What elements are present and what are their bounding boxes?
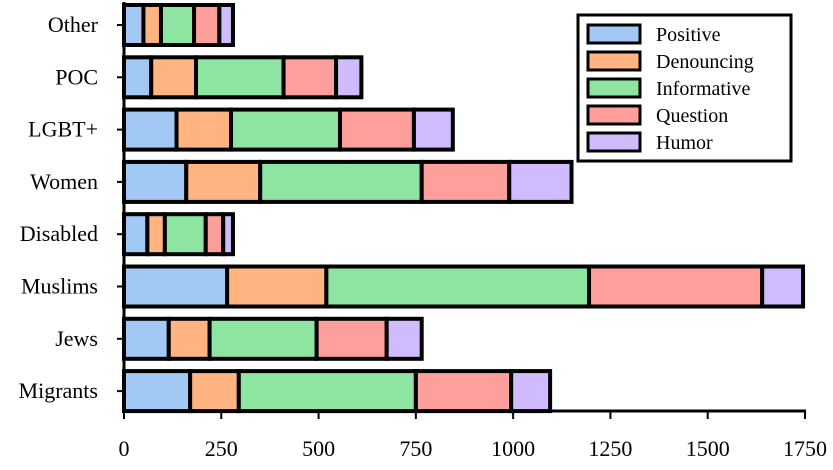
legend-label-question: Question: [656, 105, 728, 127]
legend-label-informative: Informative: [656, 78, 751, 100]
bar-poc-denouncing: [149, 55, 198, 100]
x-tick-label-0: 0: [119, 436, 130, 461]
bars-group: [122, 3, 806, 414]
bar-disabled-question: [203, 212, 226, 257]
bar-lgbt-positive: [122, 107, 179, 152]
bar-jews-humor: [384, 316, 424, 361]
bar-other-denouncing: [141, 3, 163, 47]
bar-lgbt-humor: [411, 107, 455, 152]
bar-women-positive: [122, 159, 189, 204]
x-tick-label-1750: 1750: [783, 436, 827, 461]
bar-muslims-denouncing: [225, 264, 329, 309]
x-tick-label-500: 500: [302, 436, 335, 461]
bar-women-informative: [258, 159, 424, 204]
bar-other-humor: [217, 3, 235, 47]
bar-women-question: [419, 159, 512, 204]
bar-disabled-denouncing: [145, 212, 167, 257]
bar-muslims-informative: [324, 264, 592, 309]
x-tick-label-1250: 1250: [588, 436, 632, 461]
legend-swatch-question: [586, 104, 642, 126]
y-tick-label-women: Women: [30, 169, 98, 194]
bar-migrants-humor: [509, 369, 553, 414]
bar-migrants-denouncing: [188, 369, 241, 414]
legend: Positive Denouncing Informative Question Hum…: [576, 13, 793, 163]
y-tick-label-lgbt: LGBT+: [28, 117, 98, 142]
bar-disabled-informative: [162, 212, 208, 257]
bar-jews-question: [314, 316, 389, 361]
y-tick-label-jews: Jews: [55, 326, 98, 351]
bar-poc-humor: [334, 55, 364, 100]
bar-other-informative: [158, 3, 197, 47]
legend-swatch-informative: [586, 77, 642, 99]
legend-label-denouncing: Denouncing: [656, 51, 754, 73]
bar-muslims-question: [587, 264, 765, 309]
bar-poc-question: [281, 55, 339, 100]
x-tick-label-1000: 1000: [491, 436, 535, 461]
bar-muslims-positive: [122, 264, 230, 309]
y-tick-label-migrants: Migrants: [19, 378, 98, 403]
bar-disabled-positive: [122, 212, 150, 257]
bar-poc-informative: [193, 55, 286, 100]
legend-swatch-humor: [586, 131, 642, 153]
bar-women-humor: [507, 159, 574, 204]
bar-lgbt-question: [337, 107, 416, 152]
legend-label-humor: Humor: [656, 132, 713, 154]
bar-migrants-question: [413, 369, 514, 414]
bar-other-positive: [122, 3, 146, 47]
bar-lgbt-denouncing: [174, 107, 234, 152]
axes-group: Other POC LGBT+ Women Disabled Muslims Jews Mig…: [19, 2, 827, 461]
x-tick-label-1500: 1500: [686, 436, 730, 461]
bar-migrants-positive: [122, 369, 193, 414]
bar-muslims-humor: [760, 264, 806, 309]
bar-jews-positive: [122, 316, 171, 361]
bar-jews-denouncing: [166, 316, 212, 361]
y-tick-label-poc: POC: [55, 64, 98, 89]
bar-poc-positive: [122, 55, 154, 100]
bar-lgbt-informative: [229, 107, 342, 152]
bar-other-question: [192, 3, 222, 47]
x-tick-label-750: 750: [399, 436, 432, 461]
legend-swatch-positive: [586, 23, 642, 45]
bar-disabled-humor: [221, 212, 235, 257]
y-tick-label-other: Other: [48, 12, 99, 37]
legend-label-positive: Positive: [656, 24, 721, 46]
y-tick-label-disabled: Disabled: [20, 221, 98, 246]
legend-swatch-denouncing: [586, 50, 642, 72]
y-tick-label-muslims: Muslims: [21, 274, 98, 299]
x-tick-label-250: 250: [205, 436, 238, 461]
bar-migrants-informative: [236, 369, 418, 414]
bar-jews-informative: [207, 316, 319, 361]
bar-women-denouncing: [184, 159, 263, 204]
